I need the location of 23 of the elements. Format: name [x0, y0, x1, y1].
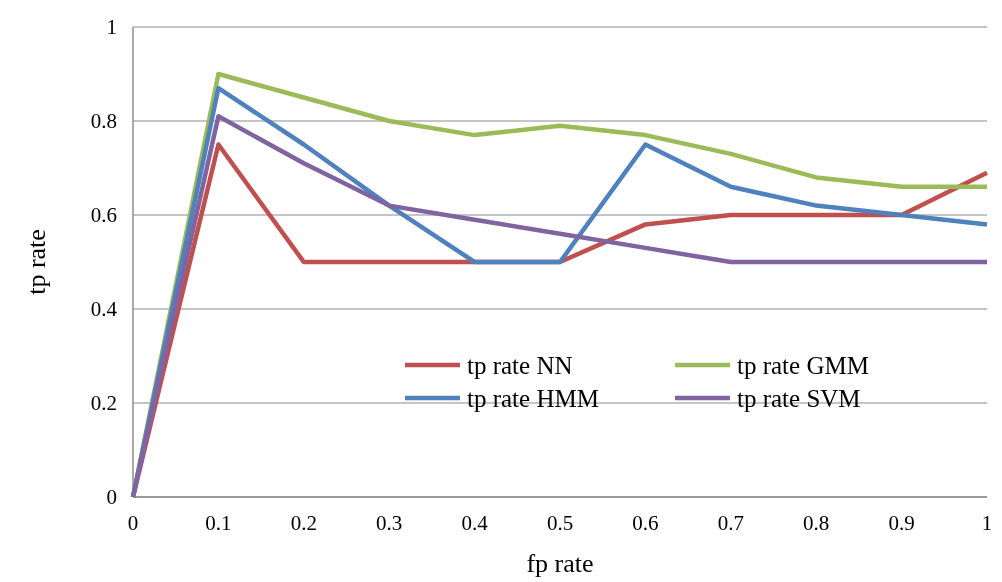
x-tick-label: 0.8	[803, 511, 830, 535]
y-tick-label: 0.4	[90, 297, 118, 322]
y-tick-label: 0.2	[90, 391, 117, 416]
y-tick-label: 0	[106, 485, 117, 510]
x-tick-label: 0.5	[546, 511, 574, 535]
y-tick-label: 0.6	[90, 203, 117, 228]
x-tick-label: 0.6	[632, 511, 659, 535]
legend-label: tp rate NN	[467, 351, 573, 379]
x-axis-title: fp rate	[526, 549, 594, 578]
x-tick-label: 0.4	[461, 511, 489, 535]
x-tick-label: 0.3	[376, 511, 403, 535]
x-tick-label: 0.1	[205, 511, 232, 535]
x-tick-label: 0.9	[888, 511, 915, 535]
legend-label: tp rate GMM	[737, 351, 869, 379]
legend-label: tp rate HMM	[467, 384, 599, 412]
x-tick-label: 0	[127, 511, 139, 535]
y-tick-label: 0.8	[90, 109, 117, 134]
y-tick-label: 1	[106, 15, 117, 40]
legend-label: tp rate SVM	[737, 384, 861, 412]
x-tick-label: 0.2	[290, 511, 317, 535]
x-tick-label: 0.7	[717, 511, 744, 535]
y-axis-title: tp rate	[22, 229, 51, 295]
x-tick-label: 1	[981, 511, 993, 535]
